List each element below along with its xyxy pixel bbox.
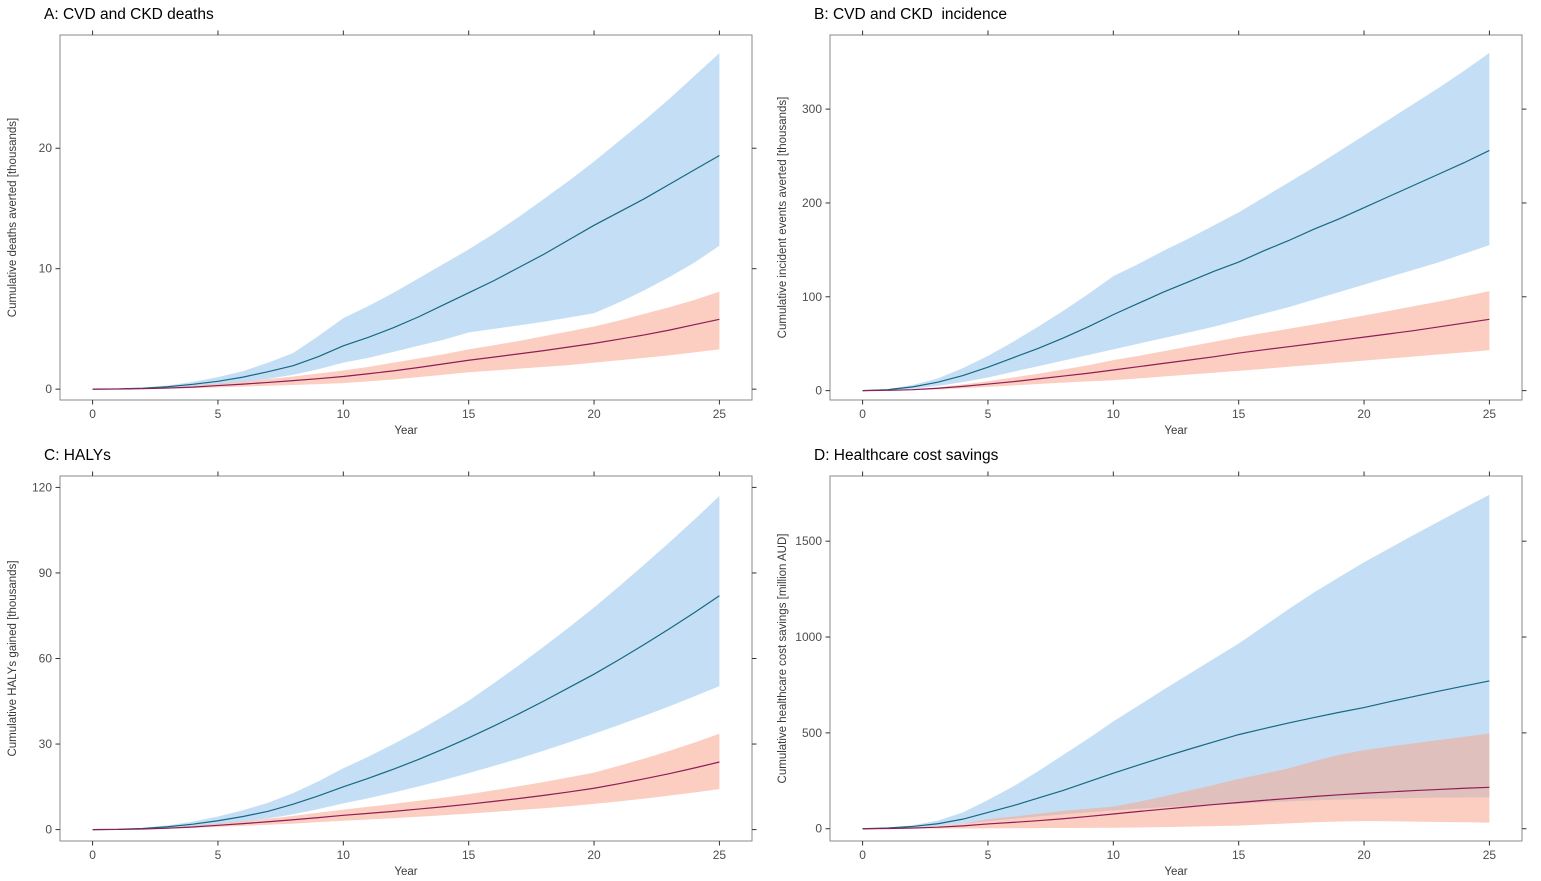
svg-text:10: 10 [337,848,351,862]
svg-text:10: 10 [337,407,351,421]
svg-text:0: 0 [815,822,822,836]
svg-text:Cumulative HALYs gained [thous: Cumulative HALYs gained [thousands] [7,560,19,756]
panel-a-chart: 0 5 10 15 20 25 0 10 20 Year Cumulative deaths ave… [7,30,757,437]
svg-text:5: 5 [985,848,992,862]
panel-c-chart: 0 5 10 15 20 25 0 30 60 90 120 Year Cumulative HALYs… [7,471,757,878]
panel-c-title: C: HALYs [44,447,111,464]
svg-text:15: 15 [1232,848,1246,862]
svg-text:20: 20 [39,141,53,155]
svg-text:Year: Year [394,425,417,437]
panel-c: C: HALYs 0 5 10 15 20 25 0 30 60 90 120 Year Cumulat… [0,441,770,881]
panel-a: A: CVD and CKD deaths 0 5 10 15 20 25 0 10 20 Yea… [0,0,770,441]
svg-text:Year: Year [394,866,417,878]
svg-text:Cumulative healthcare cost sav: Cumulative healthcare cost savings [mill… [777,534,789,784]
svg-text:5: 5 [215,407,222,421]
svg-text:300: 300 [802,102,822,116]
svg-text:0: 0 [89,848,96,862]
svg-text:100: 100 [802,290,822,304]
panel-a-title: A: CVD and CKD deaths [44,6,214,23]
svg-text:10: 10 [39,262,53,276]
svg-text:25: 25 [713,848,727,862]
panel-b-chart: 0 5 10 15 20 25 0 100 200 300 Year Cumulative incid… [777,30,1527,437]
svg-text:15: 15 [462,407,476,421]
panel-d-title: D: Healthcare cost savings [814,447,999,464]
svg-text:90: 90 [39,566,53,580]
svg-text:0: 0 [815,384,822,398]
svg-text:20: 20 [1357,407,1371,421]
svg-text:500: 500 [802,726,822,740]
svg-text:200: 200 [802,196,822,210]
svg-text:0: 0 [859,407,866,421]
panel-b: B: CVD and CKD incidence 0 5 10 15 20 25 0 100 2… [770,0,1541,441]
svg-text:5: 5 [215,848,222,862]
svg-text:0: 0 [859,848,866,862]
svg-text:10: 10 [1107,407,1121,421]
panel-b-title: B: CVD and CKD incidence [814,6,1007,23]
svg-text:25: 25 [713,407,727,421]
svg-text:1500: 1500 [795,534,822,548]
svg-text:15: 15 [462,848,476,862]
svg-text:30: 30 [39,737,53,751]
svg-text:20: 20 [587,848,601,862]
svg-text:Cumulative deaths averted [tho: Cumulative deaths averted [thousands] [7,118,19,317]
svg-text:Year: Year [1164,425,1187,437]
svg-text:0: 0 [45,382,52,396]
panel-d-chart: 0 5 10 15 20 25 0 500 1000 1500 Year Cumulative hea… [777,471,1527,878]
svg-text:10: 10 [1107,848,1121,862]
svg-text:25: 25 [1483,848,1497,862]
svg-text:60: 60 [39,652,53,666]
svg-text:Year: Year [1164,866,1187,878]
svg-text:0: 0 [89,407,96,421]
svg-text:1000: 1000 [795,630,822,644]
svg-text:0: 0 [45,823,52,837]
svg-text:15: 15 [1232,407,1246,421]
svg-text:5: 5 [985,407,992,421]
svg-text:25: 25 [1483,407,1497,421]
svg-text:120: 120 [32,480,52,494]
svg-text:20: 20 [587,407,601,421]
svg-text:20: 20 [1357,848,1371,862]
svg-text:Cumulative incident events ave: Cumulative incident events averted [thou… [777,97,789,339]
panel-d: D: Healthcare cost savings 0 5 10 15 20 25 0 50… [770,441,1541,881]
